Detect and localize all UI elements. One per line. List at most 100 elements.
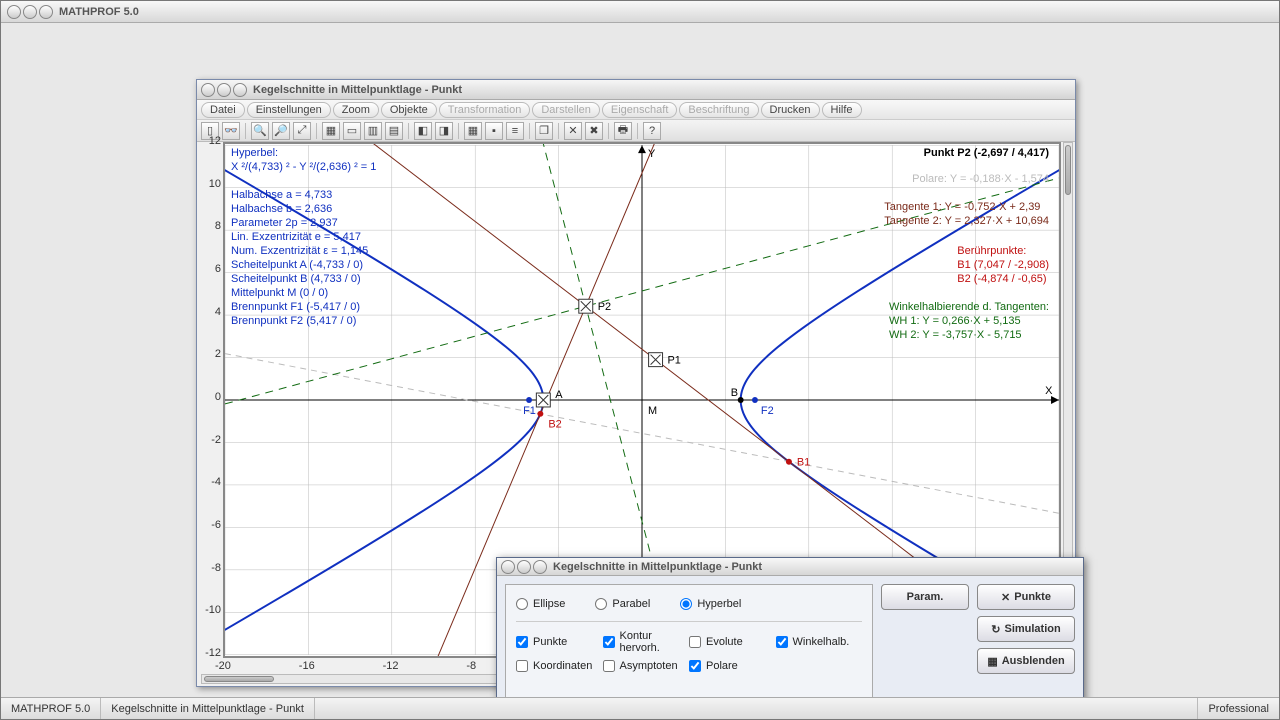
- y-axis-labels: -12-10-8-6-4-2024681012: [201, 142, 221, 658]
- menu-zoom[interactable]: Zoom: [333, 102, 379, 118]
- toolbar-button[interactable]: ▦: [464, 122, 482, 140]
- info-line: Brennpunkt F2 (5,417 / 0): [231, 314, 376, 328]
- toolbar-separator: [458, 123, 459, 139]
- toolbar-button[interactable]: ⤢: [293, 122, 311, 140]
- menu-hilfe[interactable]: Hilfe: [822, 102, 862, 118]
- checkbox-asymptoten[interactable]: Asymptoten: [603, 660, 690, 672]
- window-controls: [501, 560, 547, 574]
- checkbox-koordinaten[interactable]: Koordinaten: [516, 660, 603, 672]
- info-line: Parameter 2p = 2,937: [231, 216, 376, 230]
- info-line: Mittelpunkt M (0 / 0): [231, 286, 376, 300]
- toolbar-button[interactable]: ✕: [564, 122, 582, 140]
- toolbar-button[interactable]: 🖶: [614, 122, 632, 140]
- toolbar-button[interactable]: 🔍: [251, 122, 269, 140]
- checkbox-konturhervorh[interactable]: Kontur hervorh.: [603, 630, 690, 654]
- toolbar-button[interactable]: ▭: [343, 122, 361, 140]
- window-control-btn[interactable]: [533, 560, 547, 574]
- info-line: Halbachse a = 4,733: [231, 188, 376, 202]
- window-control-btn[interactable]: [517, 560, 531, 574]
- button-label: Punkte: [1014, 591, 1051, 603]
- button-label: Ausblenden: [1002, 655, 1065, 667]
- y-tick-label: -10: [201, 604, 221, 616]
- svg-text:A: A: [555, 389, 563, 401]
- window-controls: [7, 5, 53, 19]
- info-line: Lin. Exzentrizität e = 5,417: [231, 230, 376, 244]
- checkbox-label: Punkte: [533, 636, 567, 648]
- checkbox-label: Asymptoten: [620, 660, 678, 672]
- info-line: [231, 174, 376, 188]
- radio-hyperbel[interactable]: Hyperbel: [680, 598, 741, 610]
- info-line: X ²/(4,733) ² - Y ²/(2,636) ² = 1: [231, 160, 376, 174]
- scrollbar-thumb[interactable]: [1065, 145, 1071, 195]
- info-line: Tangente 1: Y = -0,752·X + 2,39: [884, 200, 1049, 214]
- checkbox-punkte[interactable]: Punkte: [516, 630, 603, 654]
- radio-ellipse[interactable]: Ellipse: [516, 598, 565, 610]
- toolbar-button[interactable]: ▦: [322, 122, 340, 140]
- punkte-button[interactable]: ✕Punkte: [977, 584, 1075, 610]
- toolbar-button[interactable]: 🔎: [272, 122, 290, 140]
- window-control-btn[interactable]: [39, 5, 53, 19]
- checkbox-evolute[interactable]: Evolute: [689, 630, 776, 654]
- window-control-btn[interactable]: [201, 83, 215, 97]
- menubar: DateiEinstellungenZoomObjekteTransformat…: [197, 100, 1075, 120]
- scrollbar-thumb[interactable]: [204, 676, 274, 682]
- window-control-btn[interactable]: [233, 83, 247, 97]
- toolbar-button[interactable]: ✖: [585, 122, 603, 140]
- radio-parabel[interactable]: Parabel: [595, 598, 650, 610]
- param-button[interactable]: Param.: [881, 584, 969, 610]
- main-titlebar[interactable]: MATHPROF 5.0: [1, 1, 1279, 23]
- radio-label: Ellipse: [533, 598, 565, 610]
- button-label: Param.: [907, 591, 944, 603]
- svg-text:P2: P2: [598, 301, 611, 313]
- button-label: Simulation: [1004, 623, 1060, 635]
- window-control-btn[interactable]: [501, 560, 515, 574]
- info-line: Num. Exzentrizität ε = 1,145: [231, 244, 376, 258]
- control-panel: Kegelschnitte in Mittelpunktlage - Punkt…: [496, 557, 1084, 707]
- toolbar-button[interactable]: ◧: [414, 122, 432, 140]
- info-line: Punkt P2 (-2,697 / 4,417): [924, 146, 1049, 160]
- y-tick-label: -2: [201, 434, 221, 446]
- svg-text:B2: B2: [548, 419, 561, 431]
- window-control-btn[interactable]: [7, 5, 21, 19]
- y-tick-label: 0: [201, 391, 221, 403]
- panel-titlebar[interactable]: Kegelschnitte in Mittelpunktlage - Punkt: [497, 558, 1083, 576]
- conic-type-radios: Ellipse Parabel Hyperbel: [516, 593, 862, 615]
- toolbar-button[interactable]: ▤: [385, 122, 403, 140]
- toolbar-button[interactable]: ◨: [435, 122, 453, 140]
- svg-text:M: M: [648, 405, 657, 417]
- simulation-button[interactable]: ↻Simulation: [977, 616, 1075, 642]
- toolbar-button[interactable]: ▥: [364, 122, 382, 140]
- radio-label: Parabel: [612, 598, 650, 610]
- toolbar-button[interactable]: ❐: [535, 122, 553, 140]
- checkbox-polare[interactable]: Polare: [689, 660, 776, 672]
- menu-objekte[interactable]: Objekte: [381, 102, 437, 118]
- plot-window-titlebar[interactable]: Kegelschnitte in Mittelpunktlage - Punkt: [197, 80, 1075, 100]
- main-window-title: MATHPROF 5.0: [59, 6, 139, 18]
- x-tick-label: -16: [299, 660, 315, 672]
- menu-darstellen: Darstellen: [532, 102, 600, 118]
- window-control-btn[interactable]: [217, 83, 231, 97]
- plot-window-title: Kegelschnitte in Mittelpunktlage - Punkt: [253, 84, 462, 96]
- menu-drucken[interactable]: Drucken: [761, 102, 820, 118]
- menu-beschriftung: Beschriftung: [679, 102, 758, 118]
- toolbar-button[interactable]: ?: [643, 122, 661, 140]
- toolbar-button[interactable]: 👓: [222, 122, 240, 140]
- x-tick-label: -20: [215, 660, 231, 672]
- info-line: Tangente 2: Y = 2,327·X + 10,694: [884, 214, 1049, 228]
- button-column-1: Param.: [881, 584, 969, 698]
- checkbox-label: Winkelhalb.: [793, 636, 850, 648]
- toolbar-separator: [408, 123, 409, 139]
- toolbar-button[interactable]: ≡: [506, 122, 524, 140]
- panel-body: Ellipse Parabel Hyperbel Punkte Kontur herv…: [497, 576, 1083, 706]
- info-line: B1 (7,047 / -2,908): [957, 258, 1049, 272]
- menu-einstellungen[interactable]: Einstellungen: [247, 102, 331, 118]
- ausblenden-button[interactable]: ▦Ausblenden: [977, 648, 1075, 674]
- options-group: Ellipse Parabel Hyperbel Punkte Kontur herv…: [505, 584, 873, 698]
- toolbar-separator: [316, 123, 317, 139]
- info-beruehrpunkte: Berührpunkte:B1 (7,047 / -2,908)B2 (-4,8…: [957, 244, 1049, 286]
- svg-text:B: B: [731, 387, 738, 399]
- menu-datei[interactable]: Datei: [201, 102, 245, 118]
- checkbox-winkelhalb[interactable]: Winkelhalb.: [776, 630, 863, 654]
- window-control-btn[interactable]: [23, 5, 37, 19]
- toolbar-button[interactable]: ▪: [485, 122, 503, 140]
